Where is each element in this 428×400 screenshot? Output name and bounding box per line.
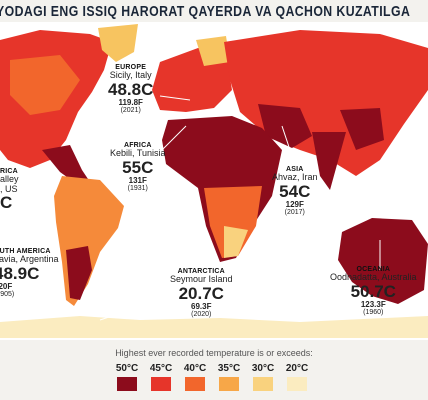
greenland (98, 24, 138, 62)
year: (2017) (284, 209, 305, 217)
temperature-f: 69.3F (191, 301, 212, 311)
temperature-f: 131F (128, 175, 147, 185)
year: (2020) (191, 311, 212, 319)
india (312, 132, 346, 190)
temperature-f: 119.8F (118, 97, 143, 107)
place: Kebili, Tunisia (110, 148, 166, 159)
temperature-f: 123.3F (360, 299, 386, 309)
legend-swatch (117, 377, 137, 391)
temperature-c: 55C (122, 157, 154, 177)
place: davia, Argentina (0, 254, 59, 265)
region-label: AFRICA Kebili, Tunisia 55C 131F (1931) (110, 142, 166, 192)
place: alley (0, 174, 19, 185)
year: (1905) (0, 291, 15, 299)
leader-line (281, 125, 301, 181)
region-label: ASIA Ahvaz, Iran 54C 129F (2017) (272, 166, 318, 216)
central-america (42, 145, 90, 185)
region-name: OCEANIA (356, 266, 391, 273)
australia (338, 218, 428, 304)
legend-item: 40°C (180, 363, 210, 391)
place: Oodnadatta, Australia (330, 272, 417, 283)
place-suffix: , US (0, 183, 18, 194)
legend-label: 40°C (183, 363, 207, 374)
southern-africa (204, 186, 262, 258)
temperature-c: 50.7C (350, 281, 396, 301)
region-name: RICA (0, 168, 18, 175)
region-name: ASIA (286, 166, 304, 173)
temperature-f: 120F (0, 281, 13, 291)
leader-line (151, 125, 187, 161)
place: Seymour Island (170, 274, 233, 285)
year: (1960) (363, 309, 384, 317)
legend-item: 20°C (282, 363, 312, 391)
legend-swatch (253, 377, 273, 391)
region-label: RICA alley, US C (0, 168, 19, 212)
temperature-c: C (0, 193, 13, 213)
legend-label: 45°C (149, 363, 173, 374)
region-label: EUROPE Sicily, Italy 48.8C 119.8F (2021) (108, 64, 153, 114)
antarctica (0, 316, 428, 338)
legend-label: 50°C (115, 363, 139, 374)
place: Sicily, Italy (109, 70, 152, 81)
legend-item: 45°C (146, 363, 176, 391)
china (340, 108, 384, 150)
temperature-f: 129F (285, 199, 304, 209)
region-name: OUTH AMERICA (0, 248, 51, 255)
canada (10, 55, 80, 115)
legend-label: 35°C (217, 363, 241, 374)
legend-item: 35°C (214, 363, 244, 391)
middle-east (258, 104, 312, 148)
legend-label: 30°C (251, 363, 275, 374)
region-name: ANTARCTICA (177, 268, 225, 275)
temperature-c: 54C (279, 181, 311, 201)
leader-line (159, 95, 191, 101)
temperature-c: 20.7C (178, 283, 224, 303)
region-name: AFRICA (123, 142, 152, 149)
region-label: ANTARCTICA Seymour Island 20.7C 69.3F (2020) (170, 268, 233, 318)
place: Ahvaz, Iran (272, 172, 318, 183)
legend-caption: Highest ever recorded temperature is or … (115, 348, 313, 358)
legend-swatch (151, 377, 171, 391)
year: (1931) (127, 185, 148, 193)
legend-item: 30°C (248, 363, 278, 391)
title: YODAGI ENG ISSIQ HARORAT QAYERDA VA QACH… (0, 3, 411, 20)
south-africa (224, 226, 248, 258)
temperature-c: 48.8C (108, 79, 154, 99)
year: (2021) (120, 107, 141, 115)
region-label: OCEANIA Oodnadatta, Australia 50.7C 123.3F(… (330, 266, 417, 316)
legend-item: 50°C (112, 363, 142, 391)
legend: 50°C 45°C 40°C 35°C 30°C 20°C (112, 363, 312, 391)
legend-swatch (185, 377, 205, 391)
leader-line (99, 299, 161, 321)
legend-swatch (219, 377, 239, 391)
temperature-c: 48.9C (0, 263, 40, 283)
region-name: EUROPE (115, 64, 147, 71)
argentina (66, 246, 92, 300)
legend-label: 20°C (285, 363, 309, 374)
legend-swatch (287, 377, 307, 391)
scandinavia (196, 36, 230, 66)
